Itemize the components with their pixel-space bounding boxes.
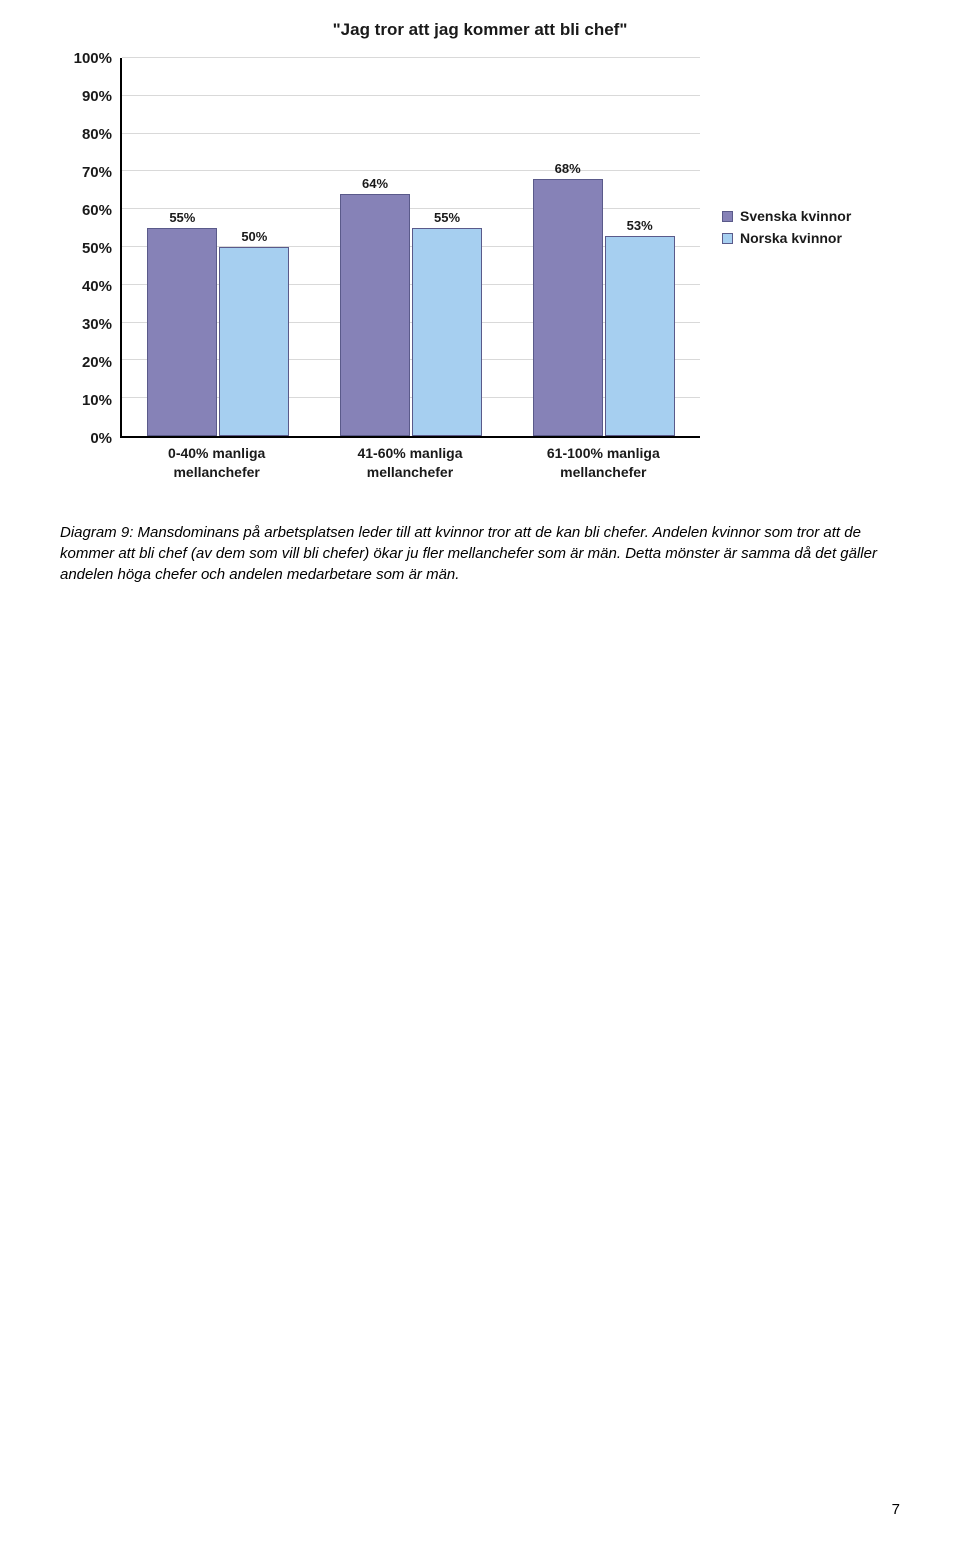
legend-swatch <box>722 233 733 244</box>
legend-item: Svenska kvinnor <box>722 208 851 224</box>
bar <box>533 179 603 436</box>
chart-title: "Jag tror att jag kommer att bli chef" <box>60 20 900 40</box>
bar <box>605 236 675 436</box>
bar-value-label: 55% <box>169 210 195 225</box>
chart-plot: 55% 50% 64% 55% 68% 53% <box>120 58 700 438</box>
x-axis-labels: 0-40% manligamellanchefer41-60% manligam… <box>120 438 700 482</box>
chart-container: 100%90%80%70%60%50%40%30%20%10%0% 55% 50%… <box>60 58 900 482</box>
bar-group: 55% 50% <box>122 58 315 436</box>
bar-value-label: 68% <box>555 161 581 176</box>
bar-column: 68% <box>533 58 603 436</box>
legend-label: Norska kvinnor <box>740 230 842 246</box>
y-axis: 100%90%80%70%60%50%40%30%20%10%0% <box>60 58 120 438</box>
legend-swatch <box>722 211 733 222</box>
bar-value-label: 64% <box>362 176 388 191</box>
bar <box>219 247 289 436</box>
page-number: 7 <box>892 1501 900 1518</box>
legend-item: Norska kvinnor <box>722 230 851 246</box>
x-tick-label: 61-100% manligamellanchefer <box>507 438 700 482</box>
bar-value-label: 50% <box>241 229 267 244</box>
chart-legend: Svenska kvinnor Norska kvinnor <box>700 58 851 252</box>
bar-group: 64% 55% <box>315 58 508 436</box>
bar-value-label: 53% <box>627 218 653 233</box>
x-tick-label: 41-60% manligamellanchefer <box>313 438 506 482</box>
bar-column: 50% <box>219 58 289 436</box>
bar-group: 68% 53% <box>507 58 700 436</box>
bar <box>412 228 482 436</box>
x-tick-label: 0-40% manligamellanchefer <box>120 438 313 482</box>
bar-column: 53% <box>605 58 675 436</box>
page: "Jag tror att jag kommer att bli chef" 1… <box>0 0 960 1546</box>
legend-label: Svenska kvinnor <box>740 208 851 224</box>
bar-column: 55% <box>147 58 217 436</box>
bar <box>147 228 217 436</box>
bar-column: 55% <box>412 58 482 436</box>
bar <box>340 194 410 436</box>
bar-value-label: 55% <box>434 210 460 225</box>
chart-area: 100%90%80%70%60%50%40%30%20%10%0% 55% 50%… <box>60 58 700 438</box>
chart-body: 100%90%80%70%60%50%40%30%20%10%0% 55% 50%… <box>60 58 700 482</box>
chart-caption: Diagram 9: Mansdominans på arbetsplatsen… <box>60 522 900 585</box>
bar-column: 64% <box>340 58 410 436</box>
